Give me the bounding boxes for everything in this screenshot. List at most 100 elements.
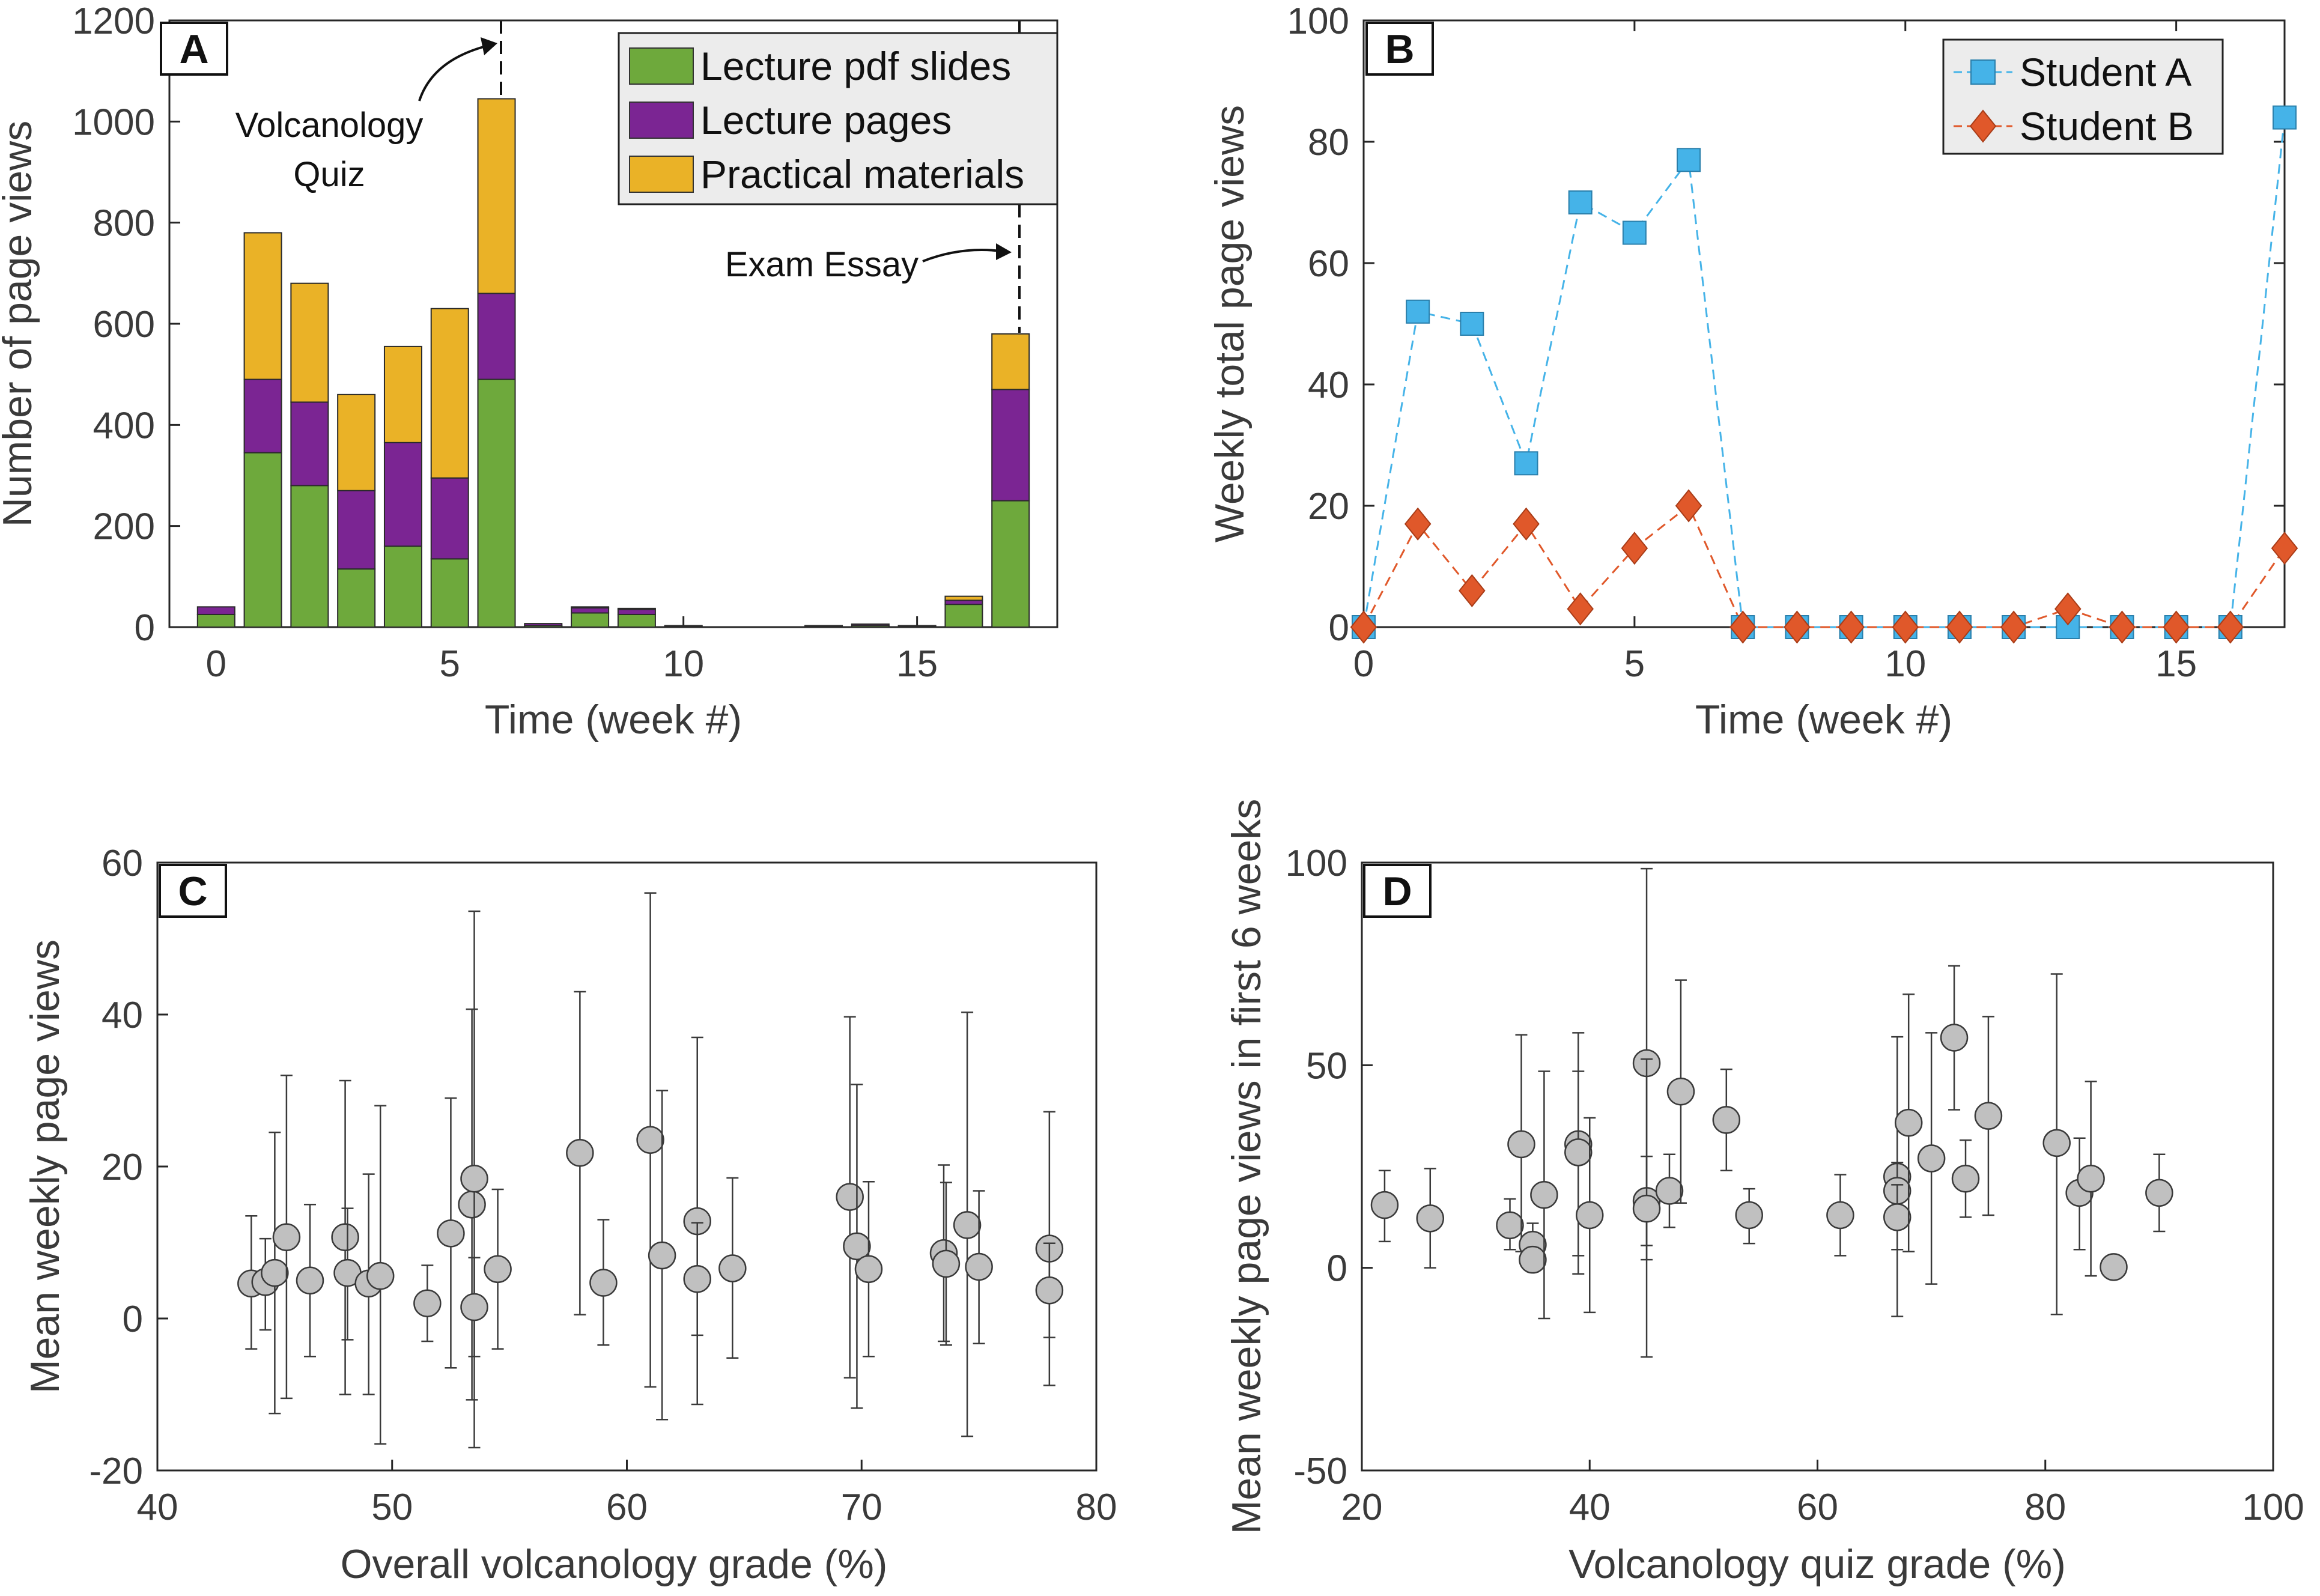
bar-pdf-slides bbox=[337, 568, 376, 628]
scatter-marker bbox=[843, 1232, 871, 1261]
panel-d-axes-box bbox=[1361, 861, 2274, 1472]
scatter-marker bbox=[460, 1293, 488, 1321]
student-b-marker bbox=[2163, 610, 2190, 644]
legend-marker-student-b bbox=[1969, 109, 1997, 143]
scatter-marker bbox=[2077, 1164, 2105, 1193]
panel-a-axes: 0 5 10 15 0 200 400 600 800 1000 1200 bbox=[72, 1, 938, 685]
bar-pdf-slides bbox=[944, 604, 983, 628]
legend-label-practical: Practical materials bbox=[700, 152, 1024, 196]
y-tick-label: -20 bbox=[89, 1451, 143, 1492]
bar-lecture-pages bbox=[337, 490, 376, 570]
data-point bbox=[2077, 1081, 2105, 1277]
x-tick-label: 15 bbox=[896, 643, 938, 685]
data-point bbox=[437, 1097, 465, 1369]
bar-practical-materials bbox=[337, 393, 376, 491]
student-a-marker bbox=[1460, 312, 1484, 336]
panel-b-label: B bbox=[1385, 26, 1414, 72]
student-b-marker bbox=[2271, 532, 2298, 565]
data-point bbox=[1894, 994, 1923, 1252]
y-tick-label: 600 bbox=[93, 304, 155, 345]
data-point bbox=[566, 991, 594, 1315]
exam-arrow bbox=[922, 249, 1001, 262]
panel-d-xlabel: Volcanology quiz grade (%) bbox=[1568, 1541, 2066, 1587]
x-tick-label: 60 bbox=[1797, 1487, 1838, 1528]
data-point bbox=[460, 1257, 488, 1358]
bar-lecture-pages bbox=[617, 608, 656, 615]
bar-pdf-slides bbox=[196, 613, 235, 628]
scatter-marker bbox=[261, 1258, 289, 1287]
panel-b-label-box bbox=[1365, 22, 1434, 76]
student-b-marker bbox=[1892, 610, 1919, 644]
scatter-marker bbox=[1917, 1144, 1946, 1173]
data-point bbox=[2100, 1253, 2128, 1281]
scatter-marker bbox=[2042, 1129, 2071, 1158]
student-b-marker bbox=[1404, 507, 1432, 541]
panel-c-axes: 40 50 60 70 80 -20 0 20 40 60 bbox=[89, 843, 1117, 1528]
y-tick-label: 40 bbox=[1308, 365, 1349, 406]
y-tick-label: 100 bbox=[1287, 1, 1349, 42]
data-point bbox=[296, 1204, 324, 1358]
data-point bbox=[366, 1105, 395, 1445]
panel-a-label: A bbox=[179, 26, 208, 72]
scatter-marker bbox=[2145, 1179, 2173, 1207]
scatter-marker bbox=[1519, 1245, 1547, 1274]
data-point bbox=[836, 1016, 864, 1379]
x-tick-label: 15 bbox=[2155, 643, 2197, 685]
bar-pdf-slides bbox=[290, 485, 329, 628]
bar-lecture-pages bbox=[524, 623, 563, 627]
bar-pdf-slides bbox=[383, 545, 422, 628]
scatter-marker bbox=[1894, 1108, 1923, 1137]
exam-arrow-head bbox=[996, 243, 1012, 260]
scatter-marker bbox=[1735, 1201, 1763, 1230]
x-tick-label: 50 bbox=[371, 1487, 413, 1528]
bar-practical-materials bbox=[571, 606, 610, 609]
bar-pdf-slides bbox=[617, 613, 656, 628]
quiz-arrow bbox=[418, 44, 488, 102]
y-tick-label: -50 bbox=[1293, 1451, 1347, 1492]
scatter-marker bbox=[1507, 1130, 1535, 1159]
data-point bbox=[965, 1190, 993, 1344]
panel-c-xlabel: Overall volcanology grade (%) bbox=[341, 1541, 888, 1587]
bar-lecture-pages bbox=[571, 607, 610, 614]
bar-practical-materials bbox=[477, 98, 516, 294]
student-a-marker bbox=[1406, 299, 1430, 324]
student-b-marker bbox=[1513, 507, 1540, 541]
bar-lecture-pages bbox=[477, 293, 516, 380]
scatter-marker bbox=[296, 1266, 324, 1294]
data-point bbox=[1035, 1242, 1064, 1338]
y-tick-label: 0 bbox=[135, 607, 155, 649]
bar-lecture-pages bbox=[804, 625, 843, 627]
data-point bbox=[484, 1188, 512, 1350]
panel-a-label-box bbox=[160, 22, 228, 76]
panel-d-ylabel: Mean weekly page views in first 6 weeks bbox=[1224, 799, 1269, 1535]
legend-b-box bbox=[1942, 38, 2224, 155]
bar-lecture-pages bbox=[290, 401, 329, 487]
quiz-annotation-line1: Volcanology bbox=[235, 106, 424, 145]
student-b-marker bbox=[1350, 610, 1377, 644]
y-tick-label: 60 bbox=[1308, 243, 1349, 285]
scatter-marker bbox=[437, 1219, 465, 1248]
panel-c-points bbox=[237, 892, 1064, 1449]
panel-c-ylabel: Mean weekly page views bbox=[22, 939, 68, 1394]
scatter-marker bbox=[2100, 1253, 2128, 1281]
scatter-marker bbox=[1564, 1138, 1593, 1167]
scatter-marker bbox=[836, 1183, 864, 1211]
data-point bbox=[1564, 1070, 1593, 1275]
panel-a-annotations: Volcanology Quiz Exam Essay bbox=[235, 20, 1021, 333]
scatter-marker bbox=[460, 1164, 488, 1193]
data-point bbox=[458, 1008, 486, 1401]
scatter-marker bbox=[718, 1254, 747, 1282]
x-tick-label: 5 bbox=[439, 643, 460, 685]
y-tick-label: 0 bbox=[1329, 607, 1349, 649]
scatter-marker bbox=[272, 1223, 301, 1251]
bar-practical-materials bbox=[617, 607, 656, 610]
quiz-annotation-line2: Quiz bbox=[293, 155, 365, 194]
panel-b-ylabel: Weekly total page views bbox=[1207, 105, 1253, 542]
scatter-marker bbox=[458, 1191, 486, 1219]
panel-c-axes-box bbox=[156, 861, 1098, 1472]
data-point bbox=[1655, 1153, 1684, 1228]
student-b-marker bbox=[2054, 592, 2082, 626]
data-point bbox=[932, 1182, 961, 1346]
data-point bbox=[1974, 1016, 2003, 1216]
bar-lecture-pages bbox=[851, 623, 890, 627]
